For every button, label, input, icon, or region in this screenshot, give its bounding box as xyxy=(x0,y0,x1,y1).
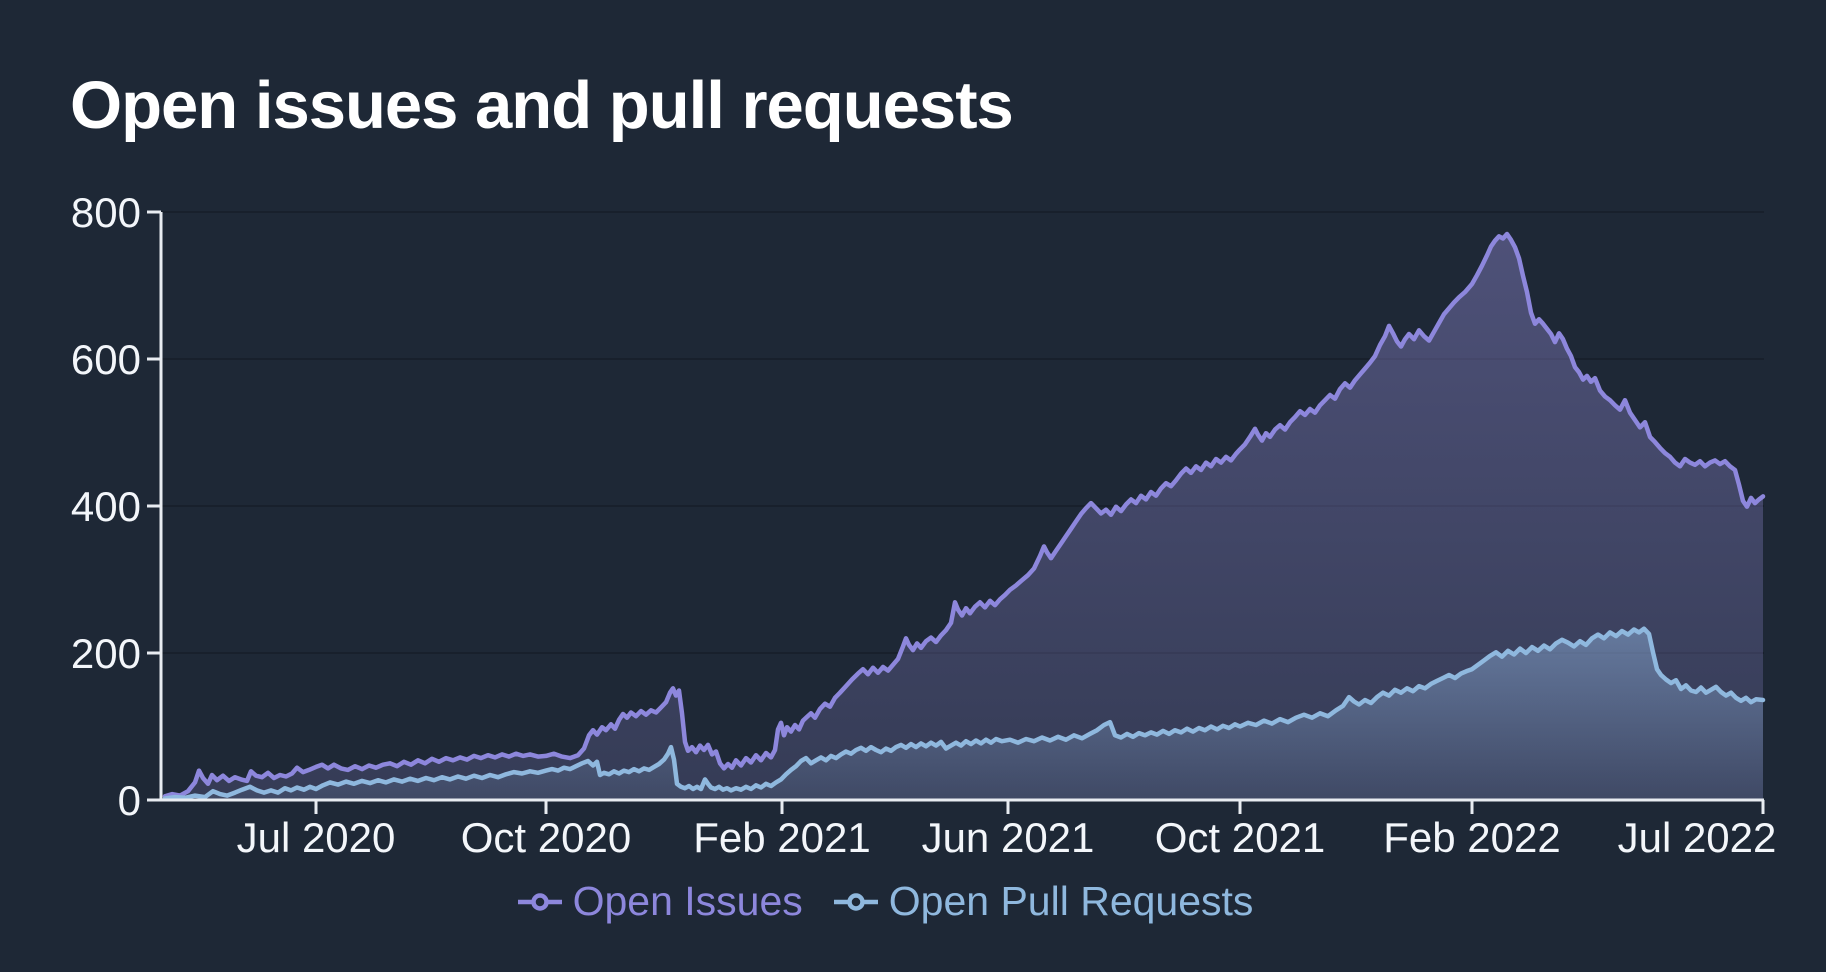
legend-label-open-pull-requests: Open Pull Requests xyxy=(888,878,1254,924)
line-open-pull-requests xyxy=(162,626,1766,801)
x-axis-label-jul-2022: Jul 2022 xyxy=(1618,814,1777,861)
chart-legend: Open Issues Open Pull Requests xyxy=(0,878,1770,925)
series-areas xyxy=(165,234,1763,800)
area-open-pull-requests xyxy=(165,628,1763,800)
y-axis-label-400: 400 xyxy=(71,483,141,530)
x-axis-label-feb-2021: Feb 2021 xyxy=(693,814,870,861)
y-axis-label-800: 800 xyxy=(71,189,141,236)
x-axis-label-oct-2021: Oct 2021 xyxy=(1155,814,1325,861)
axis-labels: 0 200 400 600 800 Jul 2020 Oct 2020 Feb 2021 Jun… xyxy=(71,189,1776,861)
x-axis-label-jun-2021: Jun 2021 xyxy=(922,814,1095,861)
y-axis-label-0: 0 xyxy=(118,777,141,824)
open-issues-line-marker-icon xyxy=(517,892,562,911)
legend-item-open-issues[interactable]: Open Issues xyxy=(517,878,803,925)
axes xyxy=(147,210,1765,814)
y-axis-label-600: 600 xyxy=(71,336,141,383)
legend-item-open-pull-requests[interactable]: Open Pull Requests xyxy=(833,878,1254,925)
series-lines xyxy=(162,231,1766,801)
line-open-issues xyxy=(162,231,1766,799)
area-open-issues xyxy=(165,234,1763,800)
x-axis-label-oct-2020: Oct 2020 xyxy=(461,814,631,861)
x-axis-label-jul-2020: Jul 2020 xyxy=(237,814,396,861)
y-axis-label-200: 200 xyxy=(71,630,141,677)
open-pull-requests-line-marker-icon xyxy=(833,892,878,911)
page-title: Open issues and pull requests xyxy=(70,67,1014,143)
x-axis-label-feb-2022: Feb 2022 xyxy=(1383,814,1560,861)
legend-label-open-issues: Open Issues xyxy=(572,878,803,924)
